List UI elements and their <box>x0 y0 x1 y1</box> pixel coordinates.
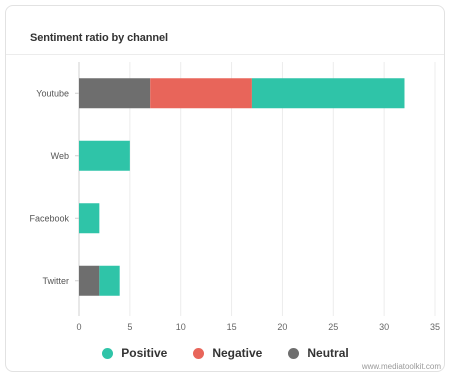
y-category-label: Web <box>51 151 69 161</box>
bar-segment-positive <box>79 203 100 234</box>
legend-swatch <box>193 347 205 359</box>
legend-item-positive[interactable]: Positive <box>102 346 167 360</box>
legend-label: Positive <box>121 346 168 360</box>
x-tick-label: 0 <box>76 322 81 332</box>
x-tick-label: 35 <box>430 322 440 332</box>
x-tick-label: 15 <box>227 322 237 332</box>
legend-swatch <box>288 347 300 359</box>
bar-segment-positive <box>99 265 120 296</box>
chart-title: Sentiment ratio by channel <box>30 32 168 44</box>
y-category-label: Facebook <box>29 213 69 223</box>
legend-item-negative[interactable]: Negative <box>193 346 262 360</box>
bar-segment-neutral <box>79 265 100 296</box>
title-divider <box>6 54 444 55</box>
legend-label: Negative <box>212 346 263 360</box>
x-tick-label: 10 <box>176 322 186 332</box>
legend-swatch <box>102 347 114 359</box>
bar-segment-positive <box>251 78 405 109</box>
bar-segment-neutral <box>79 78 151 109</box>
x-tick-label: 5 <box>127 322 132 332</box>
watermark: www.mediatoolkit.com <box>361 362 441 371</box>
x-tick-label: 20 <box>277 322 287 332</box>
x-tick-label: 25 <box>328 322 338 332</box>
chart-card: Sentiment ratio by channel <box>5 5 445 372</box>
legend-item-neutral[interactable]: Neutral <box>288 346 349 360</box>
y-category-label: Youtube <box>36 88 69 98</box>
bar-segment-negative <box>150 78 252 109</box>
bar-segment-positive <box>79 140 130 171</box>
x-tick-label: 30 <box>379 322 389 332</box>
legend-label: Neutral <box>307 346 349 360</box>
y-category-label: Twitter <box>42 276 69 286</box>
chart-legend: Positive Negative Neutral <box>0 346 451 360</box>
